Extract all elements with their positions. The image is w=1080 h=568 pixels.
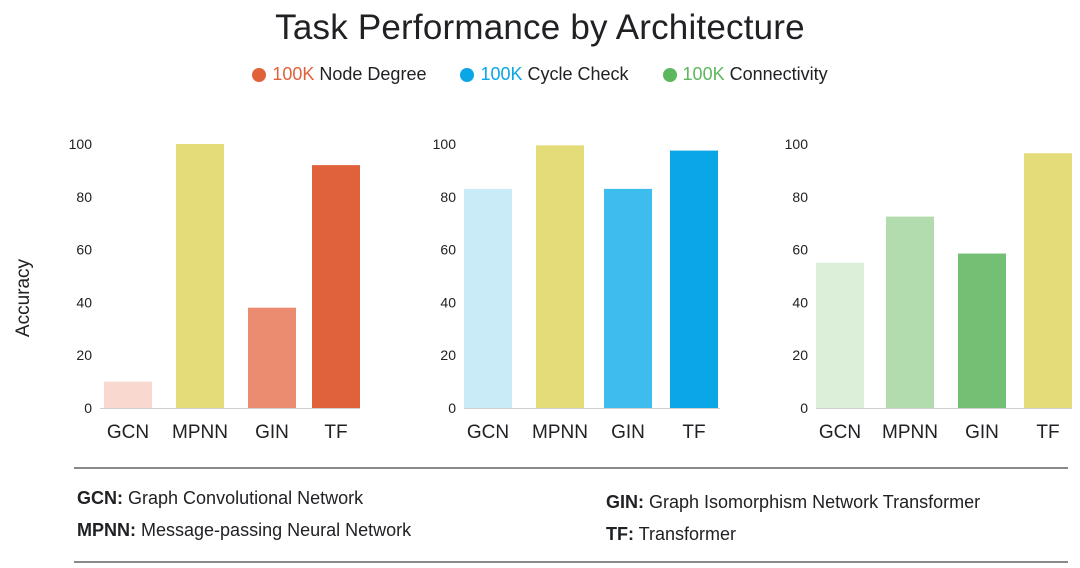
x-tick-label-node-degree-tf: TF — [324, 422, 347, 443]
x-tick-label-node-degree-gin: GIN — [255, 422, 289, 443]
bar-node-degree-gin — [248, 307, 296, 408]
legend-prefix-node-degree: 100K — [272, 64, 315, 84]
divider-bottom — [74, 561, 1068, 563]
bar-connectivity-tf — [1024, 153, 1072, 408]
chart-title: Task Performance by Architecture — [275, 8, 805, 47]
y-tick-label-node-degree-100: 100 — [69, 136, 93, 152]
bar-cycle-check-mpnn — [536, 145, 584, 408]
x-tick-label-node-degree-mpnn: MPNN — [172, 422, 228, 443]
bar-chart-node-degree: 0 20 40 60 80 100 GCN MPNN GIN TF — [69, 136, 360, 443]
legend-item-node-degree: 100K Node Degree — [252, 64, 426, 85]
legend-label-node-degree: Node Degree — [319, 64, 427, 84]
x-tick-label-node-degree-gcn: GCN — [107, 422, 149, 443]
y-tick-label-node-degree-0: 0 — [84, 400, 92, 416]
y-tick-label-node-degree-20: 20 — [76, 347, 92, 363]
footnote-gin-text: Graph Isomorphism Network Transformer — [649, 492, 981, 512]
y-tick-label-connectivity-0: 0 — [800, 400, 808, 416]
legend-prefix-connectivity: 100K — [682, 64, 725, 84]
bar-chart-cycle-check: 0 20 40 60 80 100 GCN MPNN GIN TF — [433, 136, 720, 443]
y-tick-label-cycle-check-80: 80 — [440, 189, 456, 205]
bar-connectivity-gcn — [816, 262, 864, 408]
x-tick-label-connectivity-tf: TF — [1036, 422, 1059, 443]
bar-cycle-check-gcn — [464, 188, 512, 408]
y-tick-label-node-degree-40: 40 — [76, 294, 92, 310]
x-tick-label-connectivity-gin: GIN — [965, 422, 999, 443]
bar-node-degree-tf — [312, 165, 360, 408]
legend-prefix-cycle-check: 100K — [480, 64, 523, 84]
x-tick-label-cycle-check-tf: TF — [682, 422, 705, 443]
bar-node-degree-mpnn — [176, 144, 224, 408]
legend: 100K Node Degree 100K Cycle Check 100K C… — [0, 64, 1080, 85]
footnote-gin: GIN: Graph Isomorphism Network Transform… — [606, 492, 980, 513]
y-tick-label-node-degree-60: 60 — [76, 242, 92, 258]
bar-cycle-check-gin — [604, 188, 652, 408]
y-tick-label-cycle-check-20: 20 — [440, 347, 456, 363]
footnote-gcn: GCN: Graph Convolutional Network — [77, 488, 363, 509]
legend-label-cycle-check: Cycle Check — [527, 64, 629, 84]
legend-dot-connectivity — [662, 67, 677, 82]
charts-area: 0 20 40 60 80 100 GCN MPNN GIN TF 0 20 40 60 80 100 GCN M… — [69, 136, 1072, 443]
legend-dot-cycle-check — [460, 67, 475, 82]
legend-item-cycle-check: 100K Cycle Check — [460, 64, 629, 85]
footnote-mpnn-abbr: MPNN: — [77, 520, 136, 540]
footnote-tf-text: Transformer — [638, 524, 737, 544]
y-tick-label-connectivity-20: 20 — [792, 347, 808, 363]
bar-chart-connectivity: 0 20 40 60 80 100 GCN MPNN GIN TF — [785, 136, 1072, 443]
y-tick-label-connectivity-80: 80 — [792, 189, 808, 205]
footnote-gcn-text: Graph Convolutional Network — [128, 488, 364, 508]
y-tick-label-cycle-check-60: 60 — [440, 242, 456, 258]
legend-label-connectivity: Connectivity — [729, 64, 828, 84]
footnote-mpnn-text: Message-passing Neural Network — [141, 520, 412, 540]
bar-node-degree-gcn — [104, 381, 152, 408]
footnote-gin-abbr: GIN: — [606, 492, 644, 512]
y-tick-label-connectivity-100: 100 — [785, 136, 809, 152]
footnote-tf-abbr: TF: — [606, 524, 634, 544]
x-tick-label-cycle-check-mpnn: MPNN — [532, 422, 588, 443]
y-tick-label-connectivity-40: 40 — [792, 294, 808, 310]
x-tick-label-cycle-check-gcn: GCN — [467, 422, 509, 443]
footnote-tf: TF: Transformer — [606, 524, 736, 545]
legend-item-connectivity: 100K Connectivity — [662, 64, 828, 85]
bar-connectivity-gin — [958, 253, 1006, 408]
y-tick-label-cycle-check-100: 100 — [433, 136, 457, 152]
legend-dot-node-degree — [252, 67, 267, 82]
y-tick-label-node-degree-80: 80 — [76, 189, 92, 205]
divider-top — [74, 467, 1068, 469]
x-tick-label-cycle-check-gin: GIN — [611, 422, 645, 443]
y-tick-label-cycle-check-40: 40 — [440, 294, 456, 310]
bar-connectivity-mpnn — [886, 216, 934, 408]
footnote-mpnn: MPNN: Message-passing Neural Network — [77, 520, 411, 541]
y-tick-label-connectivity-60: 60 — [792, 242, 808, 258]
x-tick-label-connectivity-mpnn: MPNN — [882, 422, 938, 443]
x-tick-label-connectivity-gcn: GCN — [819, 422, 861, 443]
y-tick-label-cycle-check-0: 0 — [448, 400, 456, 416]
footnote-gcn-abbr: GCN: — [77, 488, 123, 508]
bar-cycle-check-tf — [670, 150, 718, 408]
